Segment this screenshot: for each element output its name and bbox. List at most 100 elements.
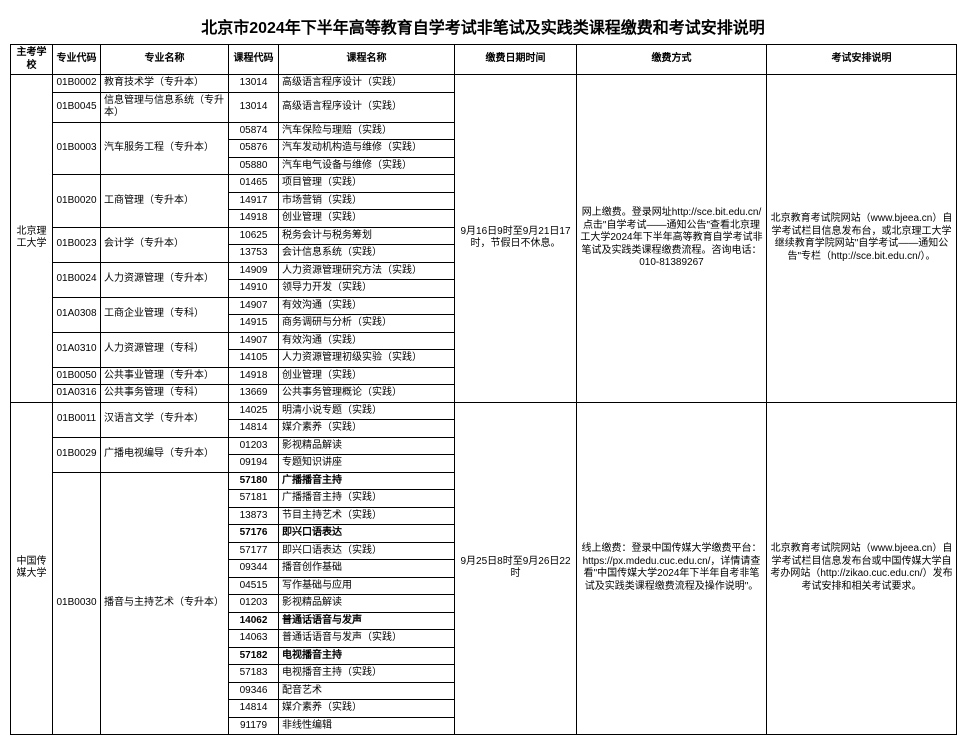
course-name-cell: 播音创作基础 — [279, 560, 455, 578]
course-code-cell: 09344 — [229, 560, 279, 578]
course-code-cell: 14062 — [229, 612, 279, 630]
pay-time-cell: 9月25日8时至9月26日22时 — [455, 402, 577, 735]
hdr-course-code: 课程代码 — [229, 45, 279, 75]
course-code-cell: 05874 — [229, 122, 279, 140]
course-name-cell: 高级语言程序设计（实践） — [279, 75, 455, 93]
course-code-cell: 09346 — [229, 682, 279, 700]
exam-note-cell: 北京教育考试院网站（www.bjeea.cn）自学考试栏目信息发布台，或北京理工… — [767, 75, 957, 403]
course-name-cell: 影视精品解读 — [279, 437, 455, 455]
course-name-cell: 人力资源管理研究方法（实践） — [279, 262, 455, 280]
major-code-cell: 01B0011 — [53, 402, 101, 437]
course-code-cell: 14910 — [229, 280, 279, 298]
course-name-cell: 汽车电气设备与维修（实践） — [279, 157, 455, 175]
course-code-cell: 57182 — [229, 647, 279, 665]
course-code-cell: 14907 — [229, 297, 279, 315]
major-name-cell: 广播电视编导（专升本） — [101, 437, 229, 472]
course-name-cell: 公共事务管理概论（实践） — [279, 385, 455, 403]
major-name-cell: 公共事业管理（专升本） — [101, 367, 229, 385]
course-code-cell: 10625 — [229, 227, 279, 245]
course-code-cell: 14918 — [229, 367, 279, 385]
course-name-cell: 市场营销（实践） — [279, 192, 455, 210]
major-name-cell: 汽车服务工程（专升本） — [101, 122, 229, 175]
pay-method-cell: 网上缴费。登录网址http://sce.bit.edu.cn/ 点击"自学考试—… — [577, 75, 767, 403]
major-code-cell: 01A0308 — [53, 297, 101, 332]
course-code-cell: 05876 — [229, 140, 279, 158]
hdr-pay-time: 缴费日期时间 — [455, 45, 577, 75]
course-name-cell: 媒介素养（实践） — [279, 700, 455, 718]
schedule-table: 主考学校 专业代码 专业名称 课程代码 课程名称 缴费日期时间 缴费方式 考试安… — [10, 44, 957, 735]
course-code-cell: 57181 — [229, 490, 279, 508]
major-name-cell: 汉语言文学（专升本） — [101, 402, 229, 437]
exam-note-cell: 北京教育考试院网站（www.bjeea.cn）自学考试栏目信息发布台或中国传媒大… — [767, 402, 957, 735]
course-name-cell: 汽车保险与理赔（实践） — [279, 122, 455, 140]
school-cell: 中国传媒大学 — [11, 402, 53, 735]
course-name-cell: 商务调研与分析（实践） — [279, 315, 455, 333]
course-name-cell: 电视播音主持（实践） — [279, 665, 455, 683]
course-code-cell: 13873 — [229, 507, 279, 525]
course-code-cell: 91179 — [229, 717, 279, 735]
course-name-cell: 即兴口语表达 — [279, 525, 455, 543]
course-name-cell: 人力资源管理初级实验（实践） — [279, 350, 455, 368]
major-code-cell: 01B0050 — [53, 367, 101, 385]
major-name-cell: 公共事务管理（专科） — [101, 385, 229, 403]
course-code-cell: 01465 — [229, 175, 279, 193]
course-name-cell: 高级语言程序设计（实践） — [279, 92, 455, 122]
major-name-cell: 播音与主持艺术（专升本） — [101, 472, 229, 735]
course-code-cell: 13014 — [229, 92, 279, 122]
major-name-cell: 会计学（专升本） — [101, 227, 229, 262]
course-name-cell: 创业管理（实践） — [279, 367, 455, 385]
table-row: 北京理工大学01B0002教育技术学（专升本）13014高级语言程序设计（实践）… — [11, 75, 957, 93]
course-name-cell: 普通话语音与发声（实践） — [279, 630, 455, 648]
course-name-cell: 媒介素养（实践） — [279, 420, 455, 438]
major-code-cell: 01B0030 — [53, 472, 101, 735]
course-code-cell: 09194 — [229, 455, 279, 473]
major-code-cell: 01B0020 — [53, 175, 101, 228]
course-name-cell: 写作基础与应用 — [279, 577, 455, 595]
major-code-cell: 01B0023 — [53, 227, 101, 262]
pay-time-cell: 9月16日9时至9月21日17时，节假日不休息。 — [455, 75, 577, 403]
course-name-cell: 节目主持艺术（实践） — [279, 507, 455, 525]
course-name-cell: 有效沟通（实践） — [279, 297, 455, 315]
course-name-cell: 创业管理（实践） — [279, 210, 455, 228]
major-code-cell: 01B0003 — [53, 122, 101, 175]
course-code-cell: 13669 — [229, 385, 279, 403]
course-code-cell: 01203 — [229, 595, 279, 613]
course-code-cell: 14915 — [229, 315, 279, 333]
hdr-course-name: 课程名称 — [279, 45, 455, 75]
major-name-cell: 人力资源管理（专升本） — [101, 262, 229, 297]
school-cell: 北京理工大学 — [11, 75, 53, 403]
course-code-cell: 01203 — [229, 437, 279, 455]
course-name-cell: 即兴口语表达（实践） — [279, 542, 455, 560]
course-name-cell: 项目管理（实践） — [279, 175, 455, 193]
major-name-cell: 工商企业管理（专科） — [101, 297, 229, 332]
course-name-cell: 税务会计与税务筹划 — [279, 227, 455, 245]
course-code-cell: 14105 — [229, 350, 279, 368]
course-code-cell: 14917 — [229, 192, 279, 210]
course-code-cell: 14907 — [229, 332, 279, 350]
table-row: 中国传媒大学01B0011汉语言文学（专升本）14025明清小说专题（实践）9月… — [11, 402, 957, 420]
major-code-cell: 01B0024 — [53, 262, 101, 297]
course-name-cell: 配音艺术 — [279, 682, 455, 700]
hdr-major-name: 专业名称 — [101, 45, 229, 75]
course-name-cell: 广播播音主持（实践） — [279, 490, 455, 508]
course-code-cell: 14063 — [229, 630, 279, 648]
major-name-cell: 工商管理（专升本） — [101, 175, 229, 228]
major-code-cell: 01A0316 — [53, 385, 101, 403]
course-name-cell: 领导力开发（实践） — [279, 280, 455, 298]
major-code-cell: 01A0310 — [53, 332, 101, 367]
major-name-cell: 人力资源管理（专科） — [101, 332, 229, 367]
major-code-cell: 01B0029 — [53, 437, 101, 472]
course-code-cell: 05880 — [229, 157, 279, 175]
course-code-cell: 13753 — [229, 245, 279, 263]
course-code-cell: 14814 — [229, 420, 279, 438]
course-code-cell: 04515 — [229, 577, 279, 595]
course-code-cell: 57177 — [229, 542, 279, 560]
hdr-pay-method: 缴费方式 — [577, 45, 767, 75]
course-name-cell: 专题知识讲座 — [279, 455, 455, 473]
course-code-cell: 57176 — [229, 525, 279, 543]
major-name-cell: 教育技术学（专升本） — [101, 75, 229, 93]
course-name-cell: 电视播音主持 — [279, 647, 455, 665]
course-code-cell: 13014 — [229, 75, 279, 93]
course-code-cell: 14909 — [229, 262, 279, 280]
course-name-cell: 汽车发动机构造与维修（实践） — [279, 140, 455, 158]
